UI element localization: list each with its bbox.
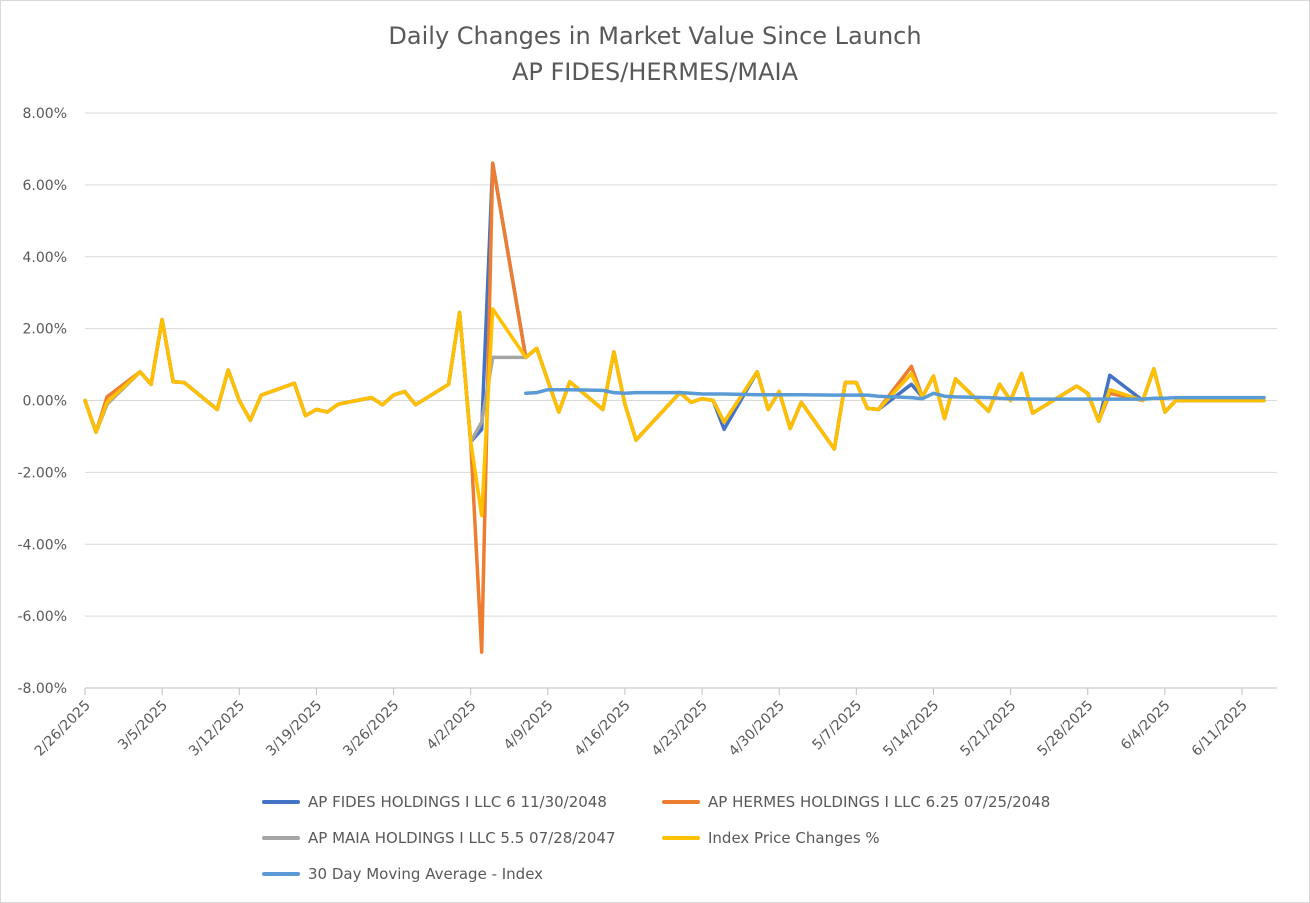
chart-title: Daily Changes in Market Value Since Laun…: [388, 22, 922, 50]
x-tick-label: 4/23/2025: [649, 698, 711, 760]
x-tick-label: 4/16/2025: [572, 698, 634, 760]
legend-label: AP MAIA HOLDINGS I LLC 5.5 07/28/2047: [308, 829, 616, 847]
x-tick-label: 5/14/2025: [880, 698, 942, 760]
y-tick-label: 4.00%: [23, 250, 67, 266]
chart-subtitle: AP FIDES/HERMES/MAIA: [511, 58, 799, 86]
y-tick-label: 2.00%: [23, 322, 67, 338]
legend-swatch: [662, 800, 700, 804]
x-tick-label: 2/26/2025: [32, 698, 94, 760]
legend-swatch: [262, 836, 300, 840]
x-tick-label: 4/2/2025: [424, 698, 480, 754]
legend-swatch: [662, 836, 700, 840]
x-tick-label: 6/4/2025: [1118, 698, 1174, 754]
y-tick-label: -4.00%: [17, 537, 67, 553]
series-line-4: [83, 307, 1266, 518]
x-tick-label: 6/11/2025: [1189, 698, 1251, 760]
legend-item: AP HERMES HOLDINGS I LLC 6.25 07/25/2048: [662, 793, 1050, 811]
legend-item: AP FIDES HOLDINGS I LLC 6 11/30/2048: [262, 793, 607, 811]
legend-swatch: [262, 800, 300, 804]
x-tick-label: 3/19/2025: [263, 698, 325, 760]
y-tick-label: -6.00%: [17, 609, 67, 625]
x-tick-label: 3/5/2025: [115, 698, 171, 754]
series-line-3: [83, 310, 1266, 451]
y-tick-label: -8.00%: [17, 681, 67, 697]
y-tick-label: 0.00%: [23, 394, 67, 410]
x-tick-label: 4/30/2025: [726, 698, 788, 760]
legend-label: 30 Day Moving Average - Index: [308, 865, 544, 883]
x-tick-label: 5/7/2025: [809, 698, 865, 754]
legend-label: AP HERMES HOLDINGS I LLC 6.25 07/25/2048: [708, 793, 1051, 811]
legend-item: AP MAIA HOLDINGS I LLC 5.5 07/28/2047: [262, 829, 616, 847]
y-tick-label: 8.00%: [23, 106, 67, 122]
legend-swatch: [262, 872, 300, 876]
series-line-1: [83, 161, 1266, 451]
y-tick-label: 6.00%: [23, 178, 67, 194]
legend-item: 30 Day Moving Average - Index: [262, 865, 543, 883]
y-tick-label: -2.00%: [17, 465, 67, 481]
x-tick-label: 4/9/2025: [501, 698, 557, 754]
x-tick-label: 5/21/2025: [957, 698, 1019, 760]
x-tick-label: 3/26/2025: [340, 698, 402, 760]
legend-item: Index Price Changes %: [662, 829, 880, 847]
x-tick-label: 5/28/2025: [1034, 698, 1096, 760]
legend-label: Index Price Changes %: [708, 829, 880, 847]
series-line-5: [524, 387, 1266, 401]
series-line-2: [83, 161, 1266, 654]
legend-label: AP FIDES HOLDINGS I LLC 6 11/30/2048: [308, 793, 607, 811]
x-tick-label: 3/12/2025: [186, 698, 248, 760]
